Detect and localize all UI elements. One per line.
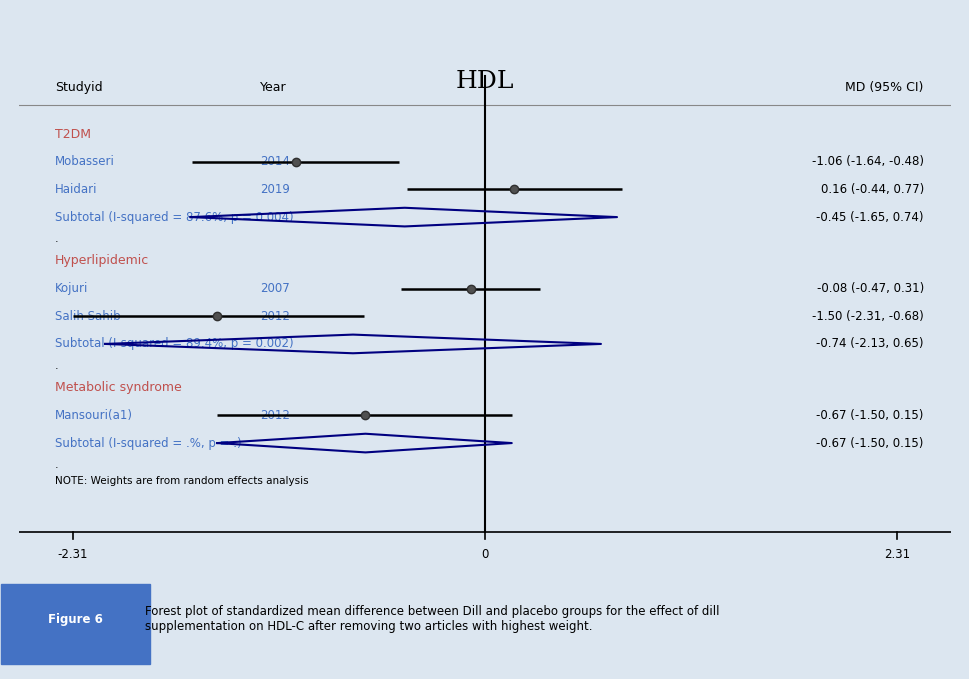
Text: 2019: 2019 xyxy=(260,183,290,196)
Text: 2007: 2007 xyxy=(260,282,290,295)
Text: 2012: 2012 xyxy=(260,310,290,323)
Text: Mobasseri: Mobasseri xyxy=(55,155,115,168)
Text: Hyperlipidemic: Hyperlipidemic xyxy=(55,255,149,268)
Text: NOTE: Weights are from random effects analysis: NOTE: Weights are from random effects an… xyxy=(55,476,308,486)
Text: 2.31: 2.31 xyxy=(883,548,909,561)
Text: Salih Sahib: Salih Sahib xyxy=(55,310,120,323)
FancyBboxPatch shape xyxy=(1,583,149,664)
Text: 2012: 2012 xyxy=(260,409,290,422)
Text: Subtotal (I-squared = 89.4%, p = 0.002): Subtotal (I-squared = 89.4%, p = 0.002) xyxy=(55,337,294,350)
Text: HDL: HDL xyxy=(455,70,514,93)
Text: Forest plot of standardized mean difference between Dill and placebo groups for : Forest plot of standardized mean differe… xyxy=(145,605,719,634)
Text: -0.08 (-0.47, 0.31): -0.08 (-0.47, 0.31) xyxy=(816,282,922,295)
Text: -0.67 (-1.50, 0.15): -0.67 (-1.50, 0.15) xyxy=(816,409,922,422)
Text: MD (95% CI): MD (95% CI) xyxy=(845,81,922,94)
Text: Mansouri(a1): Mansouri(a1) xyxy=(55,409,133,422)
Text: -1.06 (-1.64, -0.48): -1.06 (-1.64, -0.48) xyxy=(811,155,922,168)
Text: .: . xyxy=(55,234,59,244)
Text: Figure 6: Figure 6 xyxy=(47,612,103,626)
Text: -0.67 (-1.50, 0.15): -0.67 (-1.50, 0.15) xyxy=(816,437,922,449)
Text: .: . xyxy=(55,460,59,470)
Text: -0.45 (-1.65, 0.74): -0.45 (-1.65, 0.74) xyxy=(816,210,922,223)
Text: 0: 0 xyxy=(481,548,488,561)
Text: .: . xyxy=(55,361,59,371)
Text: -0.74 (-2.13, 0.65): -0.74 (-2.13, 0.65) xyxy=(816,337,922,350)
Text: T2DM: T2DM xyxy=(55,128,91,141)
Text: 0.16 (-0.44, 0.77): 0.16 (-0.44, 0.77) xyxy=(820,183,922,196)
Text: Subtotal (I-squared = 87.6%, p = 0.004): Subtotal (I-squared = 87.6%, p = 0.004) xyxy=(55,210,294,223)
Text: Studyid: Studyid xyxy=(55,81,103,94)
Text: Subtotal (I-squared = .%, p = .): Subtotal (I-squared = .%, p = .) xyxy=(55,437,241,449)
Text: Metabolic syndrome: Metabolic syndrome xyxy=(55,381,181,394)
Text: Kojuri: Kojuri xyxy=(55,282,88,295)
Text: Year: Year xyxy=(260,81,287,94)
Text: -1.50 (-2.31, -0.68): -1.50 (-2.31, -0.68) xyxy=(811,310,922,323)
Text: -2.31: -2.31 xyxy=(57,548,88,561)
Text: 2014: 2014 xyxy=(260,155,290,168)
Text: Haidari: Haidari xyxy=(55,183,98,196)
